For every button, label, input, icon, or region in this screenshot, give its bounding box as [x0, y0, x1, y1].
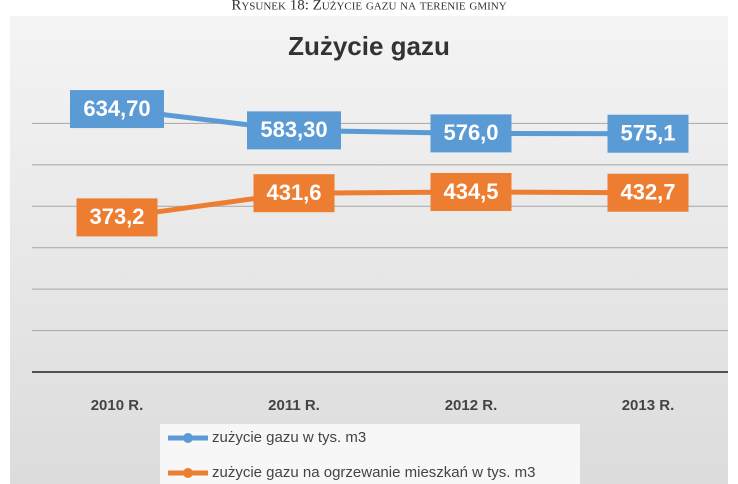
data-label: 583,30	[260, 117, 327, 142]
legend-label: zużycie gazu w tys. m3	[212, 429, 366, 446]
data-label-box	[607, 114, 689, 153]
legend-box	[160, 424, 580, 484]
data-label-box	[430, 172, 512, 211]
data-label: 434,5	[443, 179, 498, 204]
data-label: 576,0	[443, 120, 498, 145]
chart-title: Zużycie gazu	[288, 31, 450, 61]
data-label-box	[607, 173, 689, 212]
data-label-box	[76, 198, 158, 237]
caption: Rysunek 18: Zużycie gazu na terenie gmin…	[231, 0, 506, 13]
x-tick-label: 2011 R.	[268, 397, 320, 414]
series-line	[116, 189, 649, 220]
data-label: 432,7	[620, 180, 675, 205]
legend-label: zużycie gazu na ogrzewanie mieszkań w ty…	[212, 464, 535, 481]
data-label-box	[70, 90, 164, 129]
data-label-box	[430, 114, 512, 153]
x-tick-label: 2012 R.	[445, 397, 498, 414]
data-label: 575,1	[620, 121, 675, 146]
series-line	[116, 106, 649, 137]
data-label: 634,70	[83, 96, 150, 121]
legend-marker	[183, 433, 193, 443]
legend-marker	[183, 468, 193, 478]
data-label: 373,2	[89, 204, 144, 229]
data-label: 431,6	[266, 180, 321, 205]
x-tick-label: 2013 R.	[622, 397, 675, 414]
data-label-box	[247, 111, 341, 150]
x-tick-label: 2010 R.	[91, 397, 144, 414]
data-label-box	[253, 174, 335, 213]
